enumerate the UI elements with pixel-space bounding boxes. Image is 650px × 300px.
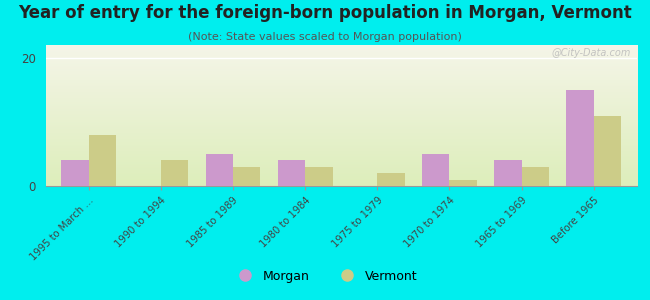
Bar — [377, 173, 405, 186]
Legend: Morgan, Vermont: Morgan, Vermont — [227, 265, 422, 288]
Bar — [233, 167, 261, 186]
Text: (Note: State values scaled to Morgan population): (Note: State values scaled to Morgan pop… — [188, 32, 462, 41]
Bar — [89, 135, 116, 186]
Bar — [205, 154, 233, 186]
Text: Year of entry for the foreign-born population in Morgan, Vermont: Year of entry for the foreign-born popul… — [18, 4, 632, 22]
Bar — [521, 167, 549, 186]
Bar — [566, 90, 593, 186]
Bar — [306, 167, 333, 186]
Bar — [593, 116, 621, 186]
Bar — [449, 180, 477, 186]
Bar — [494, 160, 521, 186]
Text: @City-Data.com: @City-Data.com — [552, 48, 631, 58]
Bar — [278, 160, 306, 186]
Bar — [61, 160, 89, 186]
Bar — [422, 154, 449, 186]
Bar — [161, 160, 188, 186]
